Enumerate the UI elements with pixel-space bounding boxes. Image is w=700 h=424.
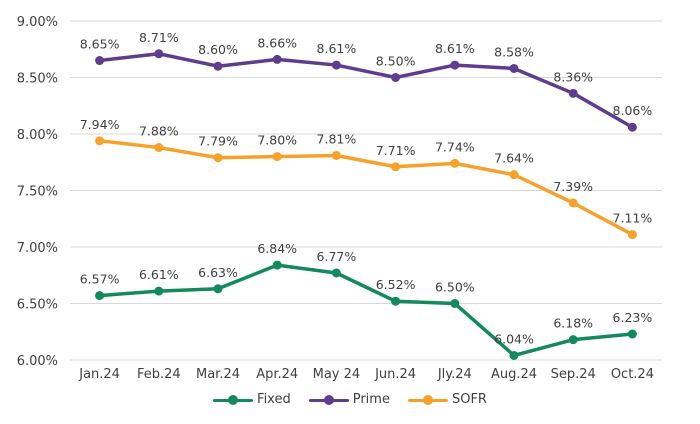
x-tick-label: Jun.24 [374, 367, 416, 382]
data-label-prime: 8.71% [139, 30, 179, 45]
data-label-fixed: 6.04% [494, 331, 534, 346]
data-point-prime [154, 49, 164, 59]
data-label-prime: 8.60% [198, 42, 238, 57]
data-label-sofr: 7.80% [257, 133, 297, 148]
data-label-fixed: 6.57% [80, 272, 120, 287]
data-point-fixed [154, 286, 164, 296]
data-point-sofr [95, 136, 105, 146]
legend-swatch-fixed [213, 394, 254, 406]
x-axis-ticks: Jan.24 Feb.24 Mar.24 Apr.24 May 24 Jun.24 Jly.… [78, 367, 654, 382]
data-label-sofr: 7.71% [376, 143, 416, 158]
legend-item-prime: Prime [308, 392, 390, 407]
data-point-sofr [627, 230, 637, 240]
data-point-prime [509, 63, 519, 73]
data-label-sofr: 7.39% [553, 179, 593, 194]
data-point-prime [213, 61, 223, 71]
data-point-fixed [331, 268, 341, 278]
data-label-prime: 8.06% [613, 103, 653, 118]
data-label-sofr: 7.11% [613, 211, 653, 226]
x-tick-label: Sep.24 [551, 367, 596, 382]
data-point-sofr [213, 153, 223, 163]
data-point-fixed [95, 291, 105, 301]
x-tick-label: Mar.24 [196, 367, 240, 382]
data-label-prime: 8.61% [435, 41, 475, 56]
data-label-prime: 8.61% [317, 41, 357, 56]
x-tick-label: Feb.24 [137, 367, 181, 382]
legend-swatch-sofr [407, 394, 448, 406]
data-point-prime [627, 122, 637, 132]
y-tick-label: 7.00% [17, 241, 58, 256]
data-label-sofr: 7.79% [198, 134, 238, 149]
data-label-prime: 8.36% [553, 69, 593, 84]
y-tick-label: 7.50% [17, 185, 58, 200]
data-label-fixed: 6.18% [553, 316, 593, 331]
legend-label-fixed: Fixed [257, 392, 291, 407]
data-point-sofr [272, 152, 282, 162]
series-line-prime [99, 52, 634, 129]
data-label-sofr: 7.74% [435, 139, 475, 154]
series-line-sofr [99, 139, 634, 237]
data-point-fixed [450, 299, 460, 308]
data-point-fixed [213, 284, 223, 294]
x-tick-label: Jly.24 [437, 367, 472, 382]
legend-item-fixed: Fixed [213, 392, 291, 407]
series-lines [95, 49, 637, 360]
x-tick-label: Aug.24 [491, 367, 537, 382]
data-point-fixed [568, 335, 578, 345]
y-tick-label: 8.00% [17, 128, 58, 143]
legend: Fixed Prime SOFR [0, 392, 700, 407]
data-label-prime: 8.58% [494, 44, 534, 59]
legend-swatch-prime [308, 394, 349, 406]
data-point-prime [391, 73, 401, 82]
data-point-fixed [509, 350, 519, 360]
data-label-fixed: 6.61% [139, 267, 179, 282]
data-label-fixed: 6.77% [317, 249, 357, 264]
data-point-sofr [568, 198, 578, 208]
data-point-sofr [391, 162, 401, 172]
y-tick-label: 8.50% [17, 72, 58, 87]
legend-label-sofr: SOFR [451, 392, 487, 407]
data-point-prime [331, 60, 341, 70]
data-labels: 6.57% 6.61% 6.63% 6.84% 6.77% 6.52% 6.50% 6.04%… [80, 30, 653, 347]
gridlines [70, 20, 662, 361]
data-point-prime [568, 88, 578, 98]
legend-label-prime: Prime [352, 392, 390, 407]
y-axis-ticks: 6.00% 6.50% 7.00% 7.50% 8.00% 8.50% 9.00% [17, 15, 58, 369]
y-tick-label: 6.50% [17, 298, 58, 313]
data-point-fixed [391, 296, 401, 306]
series-line-fixed [99, 263, 633, 358]
data-point-sofr [450, 158, 460, 168]
x-tick-label: May 24 [313, 367, 361, 382]
data-label-sofr: 7.81% [317, 131, 357, 146]
data-label-prime: 8.50% [376, 54, 416, 69]
data-point-sofr [331, 150, 341, 160]
data-point-fixed [627, 329, 637, 339]
data-point-prime [450, 60, 460, 70]
data-label-fixed: 6.52% [376, 277, 416, 292]
data-point-prime [95, 56, 105, 66]
x-tick-label: Oct.24 [611, 367, 654, 382]
data-label-fixed: 6.23% [613, 310, 653, 325]
data-label-fixed: 6.84% [257, 241, 297, 256]
data-label-sofr: 7.94% [80, 117, 120, 132]
legend-item-sofr: SOFR [407, 392, 487, 407]
data-label-prime: 8.65% [80, 37, 120, 52]
data-label-sofr: 7.64% [494, 151, 534, 166]
data-point-fixed [272, 260, 282, 270]
y-tick-label: 6.00% [17, 354, 58, 369]
x-tick-label: Apr.24 [256, 367, 298, 382]
data-point-prime [272, 54, 282, 64]
data-label-sofr: 7.88% [139, 124, 179, 139]
data-label-fixed: 6.50% [435, 280, 475, 295]
data-point-sofr [154, 143, 164, 153]
y-tick-label: 9.00% [17, 15, 58, 30]
x-tick-label: Jan.24 [78, 367, 120, 382]
data-label-fixed: 6.63% [198, 265, 238, 280]
data-point-sofr [509, 170, 519, 180]
data-label-prime: 8.66% [257, 35, 297, 50]
line-chart: 6.00% 6.50% 7.00% 7.50% 8.00% 8.50% 9.00% Jan.… [17, 15, 662, 382]
